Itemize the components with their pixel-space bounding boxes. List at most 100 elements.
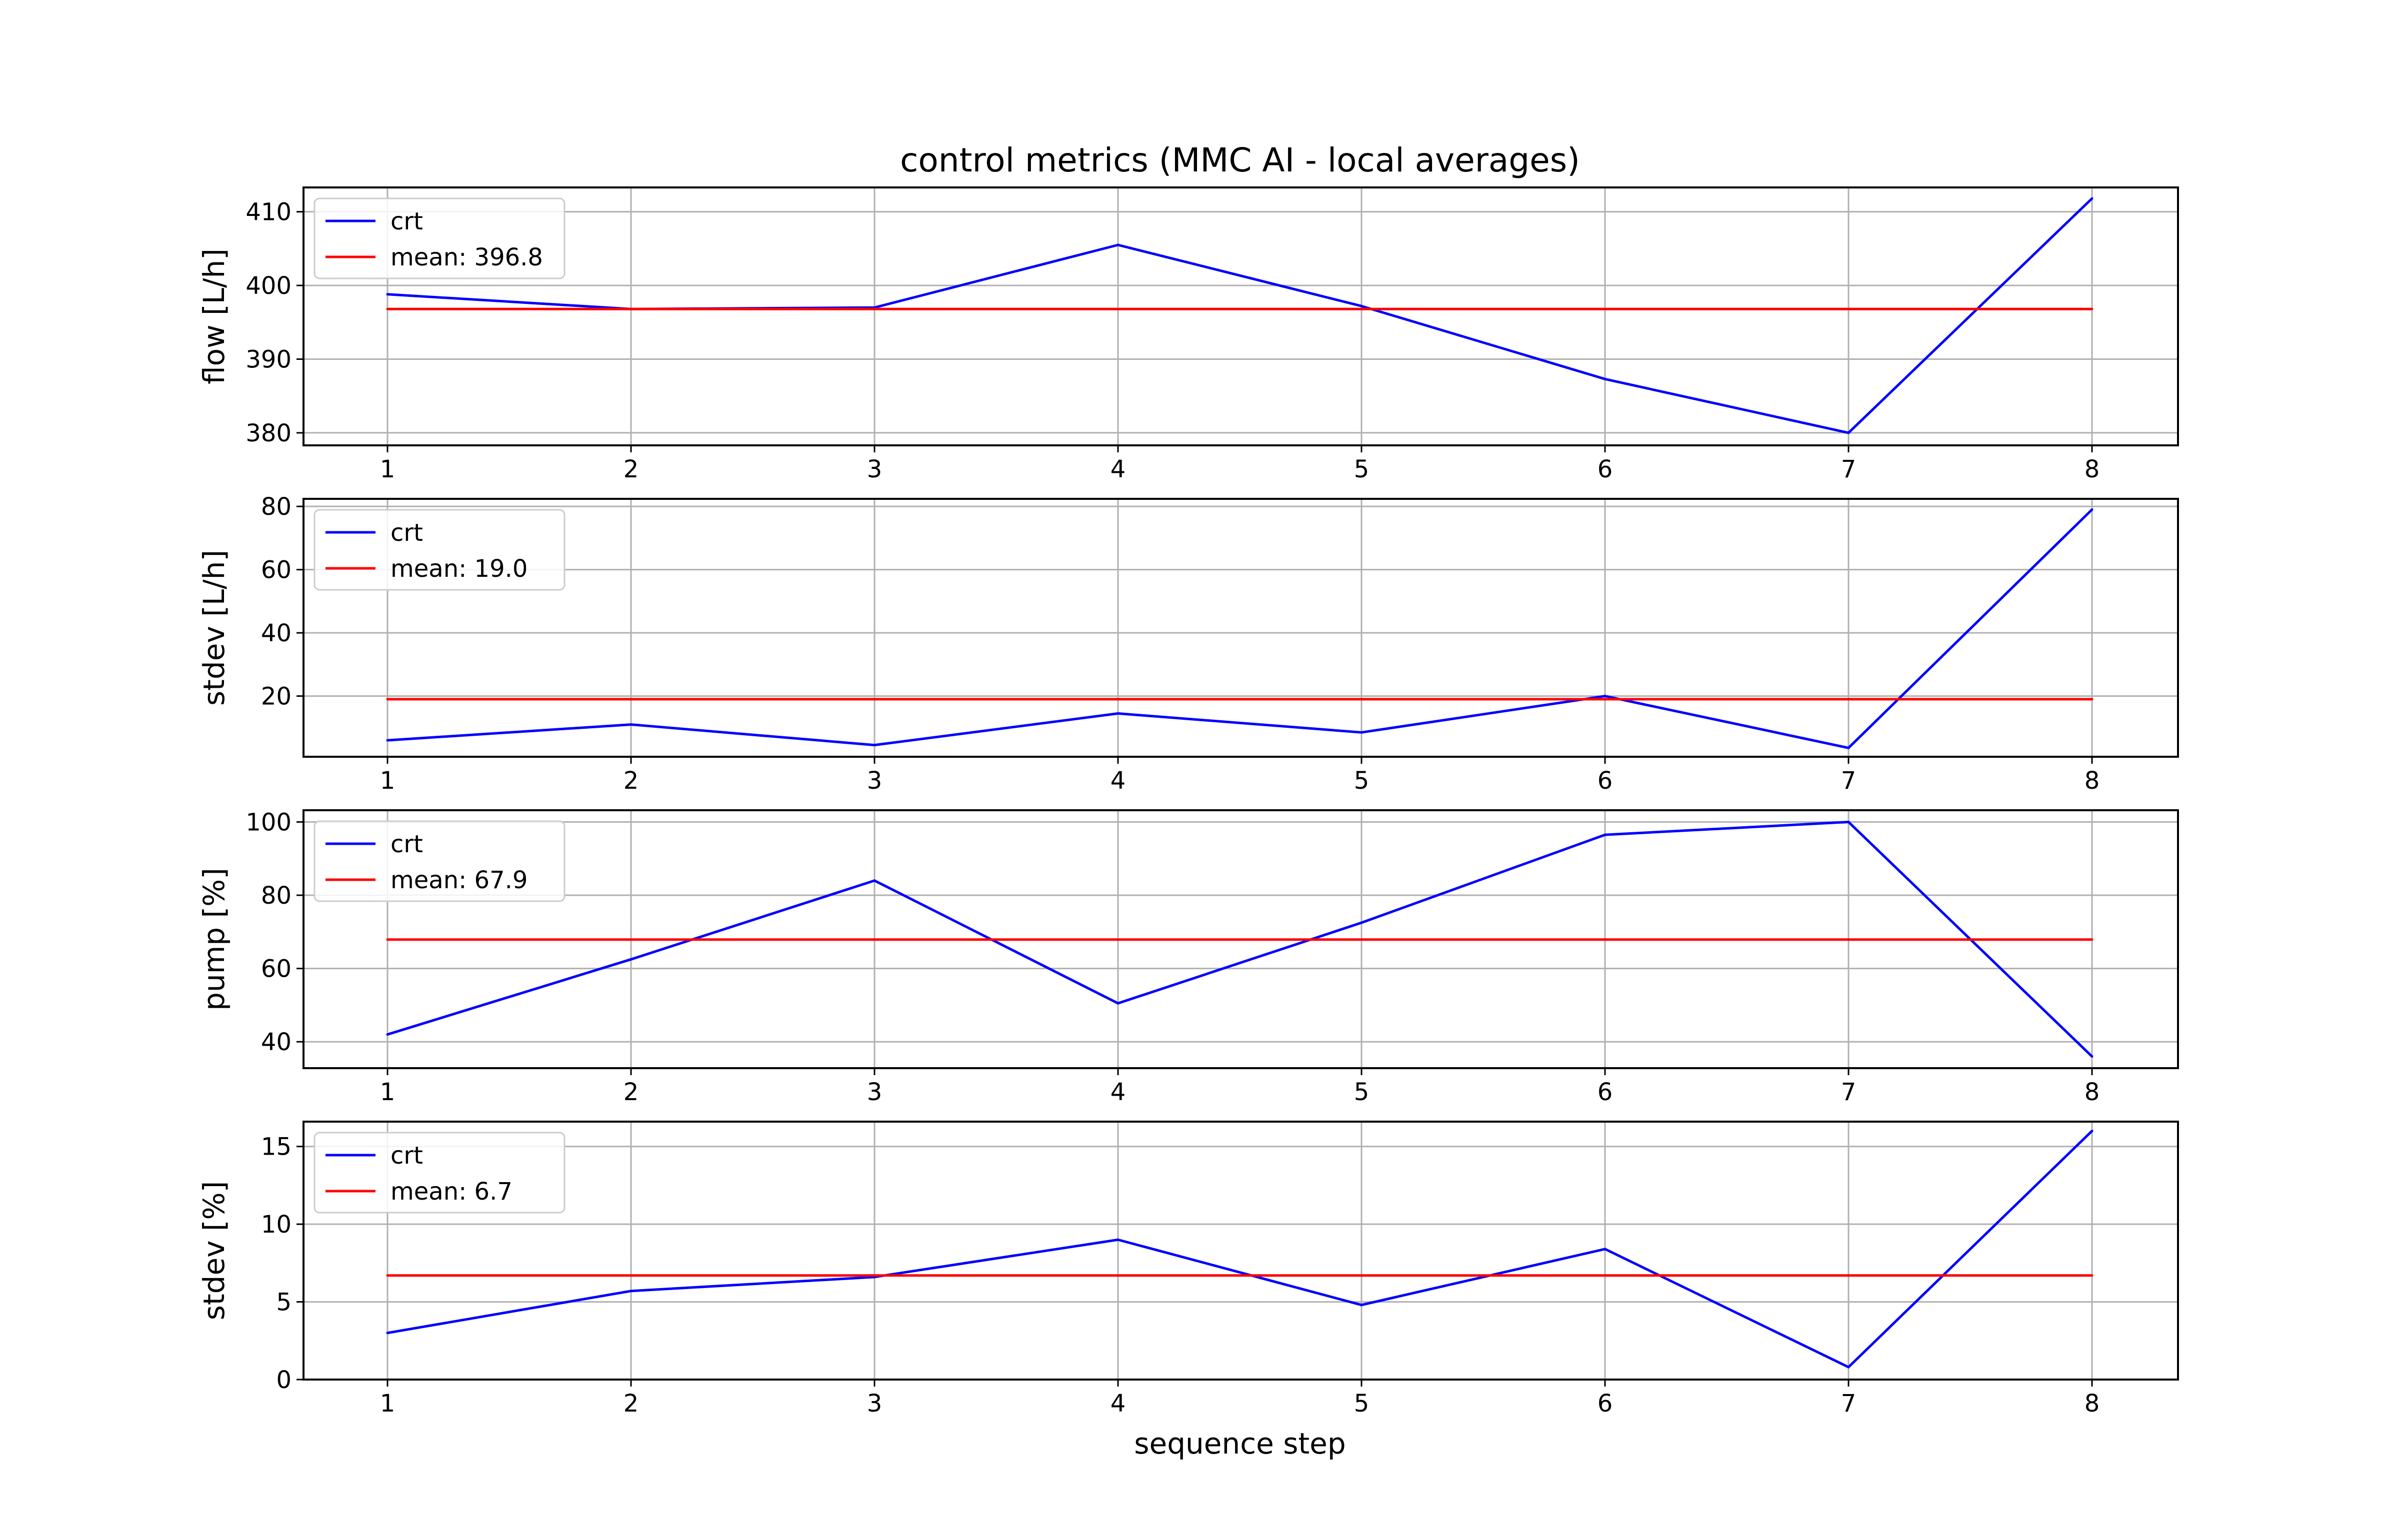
x-tick-label: 6 <box>1598 455 1613 483</box>
series-mean-point <box>1847 307 1850 310</box>
series-mean-point <box>1847 938 1850 941</box>
series-crt-point <box>1116 1002 1120 1005</box>
y-tick-label: 0 <box>276 1366 292 1394</box>
series-mean-point <box>1604 938 1606 941</box>
x-tick-label: 5 <box>1354 767 1370 795</box>
subplot-4: 1 2 3 4 5 6 7 8 0 5 10 15 stdev [%] crt mean: 6.7 <box>197 1121 2179 1418</box>
x-tick-label: 6 <box>1598 1078 1613 1106</box>
x-tick-label: 4 <box>1110 455 1126 483</box>
series-mean-point <box>1604 1274 1606 1277</box>
legend-box <box>314 1132 566 1214</box>
x-tick-label: 7 <box>1841 1078 1856 1106</box>
legend-box <box>314 197 566 279</box>
series-mean-point <box>1360 307 1363 310</box>
subplot-2: 1 2 3 4 5 6 7 8 20 40 60 80 stdev [L/h] crt mean: 19.0 <box>197 493 2179 795</box>
x-tick-label: 6 <box>1598 767 1613 795</box>
axes-frame <box>302 1121 2179 1381</box>
series-mean-point <box>1847 698 1850 701</box>
y-tick-label: 80 <box>261 493 292 521</box>
legend-label-crt: crt <box>390 1142 423 1170</box>
series-crt-point <box>2090 1055 2094 1058</box>
series-crt-point <box>2090 508 2094 511</box>
x-tick-label: 2 <box>624 1390 639 1418</box>
series-crt-point <box>386 739 389 742</box>
series-crt-point <box>873 879 876 882</box>
legend: crt mean: 396.8 <box>314 197 566 279</box>
series-mean-point <box>1116 1274 1120 1277</box>
series-crt-point <box>1847 431 1850 434</box>
series-mean-point <box>1604 698 1606 701</box>
legend-label-mean: mean: 19.0 <box>390 555 528 583</box>
series-crt-point <box>1847 820 1850 823</box>
series-crt-point <box>1847 1366 1850 1369</box>
series-crt-line <box>387 1130 2093 1369</box>
series-crt-line <box>387 508 2093 749</box>
series-mean-point <box>2090 1274 2094 1277</box>
legend-label-crt: crt <box>390 207 423 235</box>
x-tick-label: 6 <box>1598 1390 1613 1418</box>
legend-label-mean: mean: 6.7 <box>390 1178 512 1206</box>
series-mean-point <box>873 307 876 310</box>
y-axis-label: stdev [%] <box>197 1181 231 1321</box>
x-tick-label: 3 <box>867 1390 882 1418</box>
x-tick-label: 1 <box>380 1390 396 1418</box>
legend: crt mean: 19.0 <box>314 509 566 591</box>
series-mean-point <box>873 938 876 941</box>
legend-box <box>314 509 566 591</box>
y-axis-label: flow [L/h] <box>197 248 231 384</box>
series-crt-point <box>386 1033 389 1036</box>
y-axis-label: stdev [L/h] <box>197 550 231 706</box>
series-crt-point <box>1116 243 1120 246</box>
series-mean-point <box>630 938 632 941</box>
y-tick-label: 15 <box>261 1133 292 1161</box>
series-crt-point <box>1116 1238 1120 1241</box>
x-tick-label: 8 <box>2084 1078 2100 1106</box>
series-crt-point <box>630 958 632 961</box>
series-crt-point <box>1360 731 1363 734</box>
y-tick-label: 10 <box>261 1211 292 1239</box>
series-mean-point <box>2090 698 2094 701</box>
x-tick-label: 7 <box>1841 1390 1856 1418</box>
subplot-1: 1 2 3 4 5 6 7 8 380 390 400 410 flow [L/h] crt mean: 3… <box>197 186 2179 483</box>
y-tick-label: 100 <box>246 808 292 836</box>
y-tick-label: 410 <box>246 198 292 226</box>
y-tick-label: 40 <box>261 619 292 647</box>
x-tick-label: 2 <box>624 1078 639 1106</box>
x-tick-label: 4 <box>1110 767 1126 795</box>
x-tick-label: 2 <box>624 767 639 795</box>
series-crt-point <box>1360 304 1363 307</box>
series-crt-point <box>2090 197 2094 200</box>
figure-title: control metrics (MMC AI - local averages… <box>900 141 1580 179</box>
x-tick-label: 3 <box>867 455 882 483</box>
series-crt-point <box>386 1332 389 1335</box>
series-mean-point <box>1116 307 1120 310</box>
subplot-3: 1 2 3 4 5 6 7 8 40 60 80 100 pump [%] crt mean: 67.9 <box>197 808 2179 1106</box>
series-mean-point <box>1847 1274 1850 1277</box>
axes-frame <box>302 186 2179 446</box>
x-tick-label: 1 <box>380 767 396 795</box>
series-mean-point <box>2090 938 2094 941</box>
axes-frame <box>302 498 2179 758</box>
axes-frame <box>302 809 2179 1069</box>
series-mean-point <box>1116 938 1120 941</box>
legend-label-mean: mean: 67.9 <box>390 866 528 894</box>
legend-box <box>314 820 566 902</box>
series-mean-point <box>2090 307 2094 310</box>
series-mean-point <box>386 938 389 941</box>
series-crt-point <box>1604 833 1606 836</box>
y-tick-label: 380 <box>246 419 292 447</box>
y-tick-label: 60 <box>261 556 292 584</box>
x-tick-label: 8 <box>2084 455 2100 483</box>
series-mean-point <box>386 1274 389 1277</box>
legend-label-crt: crt <box>390 519 423 547</box>
x-tick-label: 4 <box>1110 1390 1126 1418</box>
x-tick-label: 5 <box>1354 455 1370 483</box>
series-crt-point <box>1604 1248 1606 1251</box>
x-tick-label: 1 <box>380 1078 396 1106</box>
x-tick-label: 1 <box>380 455 396 483</box>
x-tick-label: 3 <box>867 1078 882 1106</box>
x-tick-label: 8 <box>2084 767 2100 795</box>
y-tick-label: 40 <box>261 1028 292 1056</box>
figure-xlabel: sequence step <box>1134 1427 1346 1461</box>
